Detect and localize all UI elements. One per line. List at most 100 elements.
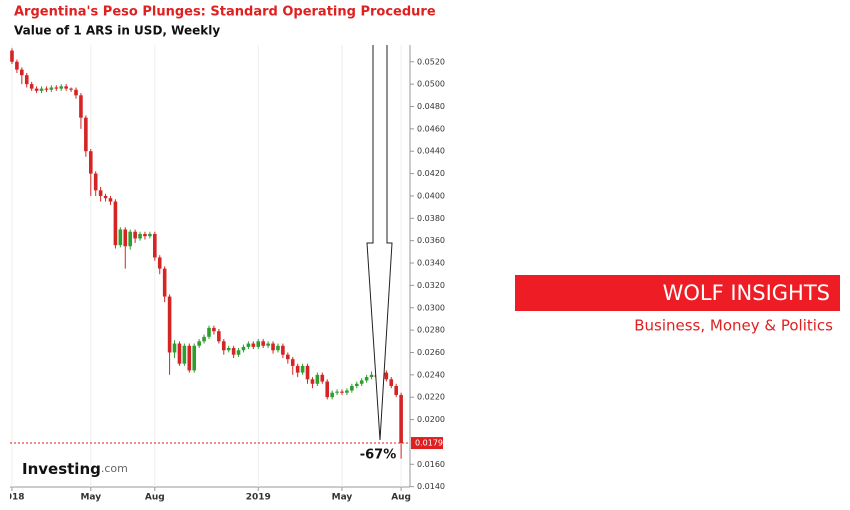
chart-title: Argentina's Peso Plunges: Standard Opera… <box>14 5 436 20</box>
candle-body <box>197 341 201 346</box>
x-tick-label: Aug <box>391 493 411 503</box>
y-tick-label: 0.0240 <box>417 370 445 379</box>
x-tick-label: 2019 <box>246 493 271 503</box>
candle-body <box>187 345 192 371</box>
candle-body <box>157 257 162 269</box>
candle-body <box>217 331 221 342</box>
y-tick-label: 0.0340 <box>417 259 445 268</box>
y-tick-label: 0.0360 <box>417 236 445 245</box>
candle-body <box>54 87 59 89</box>
candle-body <box>24 75 29 85</box>
candle-body <box>113 201 118 246</box>
candle-body <box>88 151 93 174</box>
y-tick-label: 0.0380 <box>417 214 445 223</box>
price-tag <box>411 437 443 450</box>
candle-body <box>256 341 261 347</box>
candle-body <box>241 346 246 351</box>
candle-body <box>98 190 103 196</box>
candle-body <box>207 327 211 337</box>
candle-body <box>261 341 265 346</box>
candle-body <box>79 95 83 118</box>
candle-body <box>345 390 349 393</box>
x-tick-label: Aug <box>145 493 165 503</box>
candle-body <box>315 374 320 384</box>
candle-body <box>394 386 398 395</box>
y-tick-label: 0.0300 <box>417 303 445 312</box>
logo: Investing.com <box>22 460 128 478</box>
y-tick-label: 0.0260 <box>417 348 445 357</box>
candle-body <box>64 86 68 89</box>
candle-body <box>231 348 236 355</box>
candle-body <box>162 268 167 297</box>
y-tick-label: 0.0420 <box>417 169 445 178</box>
arrow <box>366 45 393 441</box>
candle-body <box>59 86 64 89</box>
candle-body <box>330 392 334 398</box>
candle-body <box>305 365 310 380</box>
candle-body <box>325 381 330 398</box>
candle-body <box>300 365 305 373</box>
candle-body <box>286 354 290 360</box>
candle-body <box>69 88 73 90</box>
chart-subtitle: Value of 1 ARS in USD, Weekly <box>14 24 220 38</box>
candle-body <box>221 341 226 351</box>
x-tick-label: May <box>80 493 101 503</box>
candle-body <box>172 343 177 353</box>
candle-body <box>84 117 88 152</box>
y-tick-label: 0.0140 <box>417 482 445 491</box>
candle-body <box>290 359 295 366</box>
candle-body <box>369 374 374 378</box>
candle-body <box>103 195 108 199</box>
candle-body <box>74 89 78 96</box>
candle-body <box>310 379 315 384</box>
y-tick-label: 0.0480 <box>417 102 445 111</box>
y-tick-label: 0.0200 <box>417 415 445 424</box>
candle-body <box>335 391 339 393</box>
plot: 2018 May Aug 2019 May Aug <box>0 45 411 503</box>
y-tick-label: 0.0460 <box>417 124 445 133</box>
candle-body <box>389 379 394 387</box>
candle-body <box>350 386 354 391</box>
y-tick-label: 0.0500 <box>417 80 445 89</box>
candle-body <box>212 327 216 332</box>
annotation: -67% <box>360 448 397 463</box>
candle-body <box>15 61 19 70</box>
candle-body <box>226 348 231 351</box>
candle-body <box>271 343 275 351</box>
candle-body <box>138 233 142 239</box>
candle-body <box>167 296 172 353</box>
y-tick-label: 0.0160 <box>417 460 445 469</box>
candle-body <box>320 374 325 382</box>
candle-body <box>182 345 187 364</box>
candle-body <box>354 383 359 387</box>
candle-body <box>29 84 34 89</box>
brand-tagline: Business, Money & Politics <box>634 317 833 335</box>
candle-body <box>20 69 24 76</box>
candle-body <box>364 377 369 381</box>
candle-body <box>34 88 39 91</box>
candle-body <box>153 233 157 258</box>
y-tick-label: 0.0320 <box>417 281 445 290</box>
candle-body <box>143 233 147 237</box>
candle-body <box>236 350 241 355</box>
x-tick-label: 2018 <box>0 493 25 503</box>
candle-body <box>399 394 403 444</box>
candle-body <box>128 231 132 247</box>
x-tick-label: May <box>332 493 353 503</box>
candle-body <box>108 198 113 202</box>
candle-body <box>123 229 128 247</box>
brand-title: WOLF INSIGHTS <box>663 281 830 305</box>
candle-body <box>192 345 197 371</box>
brand-banner <box>515 275 840 311</box>
y-tick-label: 0.0280 <box>417 326 445 335</box>
candle-body <box>281 345 285 355</box>
candle-body <box>44 88 49 90</box>
candle-body <box>148 233 152 237</box>
candle-body <box>384 372 389 380</box>
logo-name: Investing <box>22 460 101 478</box>
candle-body <box>133 231 137 239</box>
y-tick-label: 0.0520 <box>417 57 445 66</box>
y-tick-label: 0.0220 <box>417 393 445 402</box>
y-tick-label: 0.0400 <box>417 191 445 200</box>
